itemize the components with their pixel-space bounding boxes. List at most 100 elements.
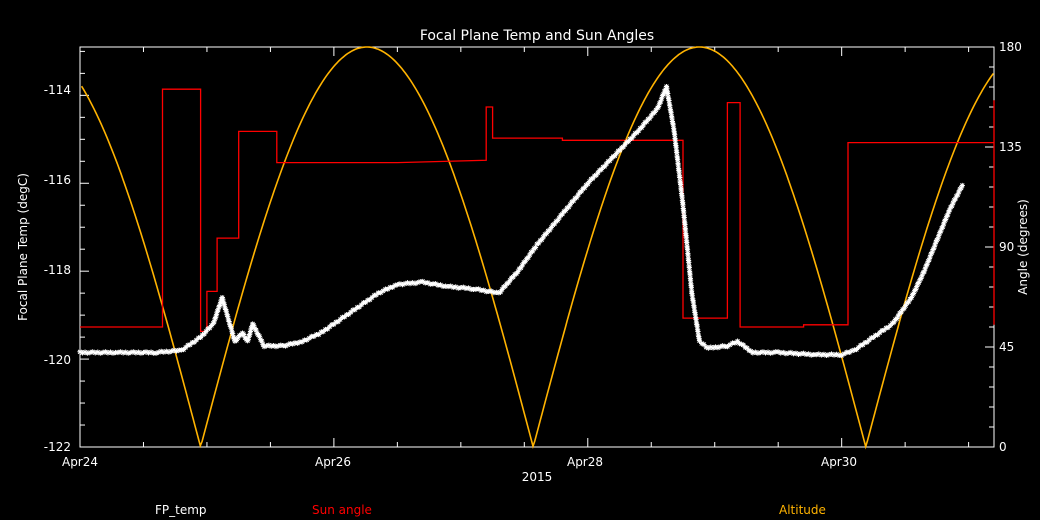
fp-temp-point xyxy=(720,343,726,349)
fp-temp-point xyxy=(263,343,270,349)
fp-temp-point xyxy=(717,344,723,350)
fp-temp-point xyxy=(509,275,515,281)
fp-temp-point xyxy=(572,195,578,201)
fp-temp-point xyxy=(331,321,337,327)
fp-temp-point xyxy=(708,344,714,350)
fp-temp-point xyxy=(956,189,962,195)
fp-temp-point xyxy=(632,130,638,136)
fp-temp-point xyxy=(673,144,679,150)
fp-temp-point xyxy=(598,166,604,173)
fp-temp-point xyxy=(163,348,169,354)
fp-temp-point xyxy=(394,282,400,288)
fp-temp-point xyxy=(79,350,86,356)
fp-temp-point xyxy=(397,281,403,287)
fp-temp-point xyxy=(551,221,558,227)
fp-temp-point xyxy=(642,119,648,126)
fp-temp-point xyxy=(335,319,341,325)
fp-temp-point xyxy=(369,294,375,301)
fp-temp-point xyxy=(732,340,738,346)
fp-temp-point xyxy=(946,207,953,213)
fp-temp-point xyxy=(578,188,585,194)
fp-temp-point xyxy=(187,342,193,348)
fp-temp-point xyxy=(738,341,744,347)
fp-temp-point xyxy=(348,309,354,315)
fp-temp-point xyxy=(864,339,870,345)
fp-temp-point xyxy=(115,349,121,356)
fp-temp-point xyxy=(543,231,550,237)
fp-temp-point xyxy=(715,345,721,351)
fp-temp-point xyxy=(949,203,955,209)
fp-temp-point xyxy=(290,341,296,347)
fp-temp-point xyxy=(570,198,577,204)
fp-temp-point xyxy=(685,252,691,258)
fp-temp-point xyxy=(588,176,594,182)
fp-temp-point xyxy=(887,322,893,328)
fp-temp-point xyxy=(625,138,631,145)
x-tick-3: Apr30 xyxy=(821,455,857,469)
fp-temp-point xyxy=(855,344,862,350)
fp-temp-point xyxy=(392,282,398,289)
fp-temp-point xyxy=(679,194,685,200)
fp-temp-point xyxy=(800,350,807,356)
fp-temp-point xyxy=(945,212,951,218)
fp-temp-point xyxy=(674,149,680,156)
fp-temp-point xyxy=(409,280,416,286)
fp-temp-point xyxy=(955,192,961,198)
fp-temp-point xyxy=(537,238,543,244)
fp-temp-point xyxy=(595,170,601,176)
x-axis-label: 2015 xyxy=(522,470,553,484)
fp-temp-point xyxy=(203,328,209,335)
fp-temp-point xyxy=(510,274,516,280)
fp-temp-point xyxy=(92,350,98,356)
y-axis-label-right: Angle (degrees) xyxy=(1016,199,1030,295)
fp-temp-point xyxy=(235,335,241,341)
fp-temp-point xyxy=(574,194,580,201)
fp-temp-point xyxy=(559,211,565,217)
fp-temp-point xyxy=(665,90,671,97)
y-tick-right-1: 135 xyxy=(999,140,1022,154)
fp-temp-point xyxy=(532,244,539,251)
axis-ticks xyxy=(79,46,994,448)
fp-temp-point xyxy=(522,258,528,264)
fp-temp-point xyxy=(755,350,761,356)
fp-temp-point xyxy=(95,349,101,355)
fp-temp-point xyxy=(680,202,686,208)
y-tick-left-2: -118 xyxy=(44,263,71,277)
fp-temp-point xyxy=(617,147,623,153)
fp-temp-point xyxy=(690,299,696,305)
fp-temp-point xyxy=(630,133,637,139)
fp-temp-point xyxy=(380,288,386,294)
fp-temp-point xyxy=(622,141,628,148)
fp-temp-point xyxy=(320,328,326,335)
fp-temp-point xyxy=(193,337,199,343)
fp-temp-point xyxy=(699,340,705,347)
y-tick-left-1: -116 xyxy=(44,173,71,187)
fp-temp-point xyxy=(217,302,223,309)
fp-temp-point xyxy=(932,242,938,248)
fp-temp-point xyxy=(437,282,444,288)
fp-temp-point xyxy=(415,280,421,286)
fp-temp-point xyxy=(762,350,769,356)
fp-temp-point xyxy=(778,350,784,356)
fp-temp-point xyxy=(556,215,562,221)
fp-temp-point xyxy=(208,322,215,329)
fp-temp-point xyxy=(183,344,189,350)
fp-temp-point xyxy=(85,350,91,356)
fp-temp-point xyxy=(593,172,599,178)
fp-temp-point xyxy=(90,349,96,355)
fp-temp-point xyxy=(943,216,949,223)
fp-temp-point xyxy=(547,227,553,233)
fp-temp-point xyxy=(211,319,217,325)
fp-temp-point xyxy=(525,255,531,261)
fp-temp-point xyxy=(228,325,234,331)
fp-temp-point xyxy=(373,292,379,298)
fp-temp-point xyxy=(197,334,204,341)
fp-temp-point xyxy=(724,344,731,350)
y-tick-right-4: 0 xyxy=(999,440,1007,454)
fp-temp-point xyxy=(168,348,174,354)
fp-temp-point xyxy=(399,282,406,288)
fp-temp-point xyxy=(701,341,707,348)
fp-temp-point xyxy=(505,280,512,286)
fp-temp-point xyxy=(577,189,583,195)
fp-temp-point xyxy=(821,351,827,357)
